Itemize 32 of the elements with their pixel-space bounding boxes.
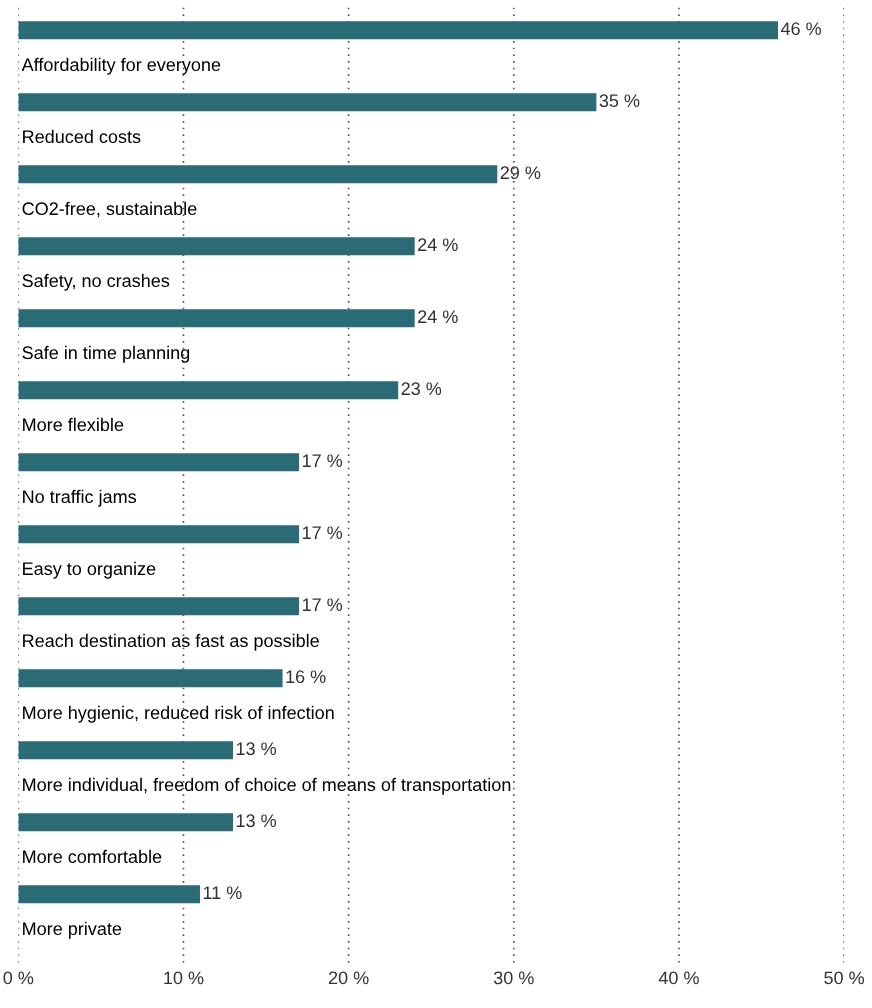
y-tick-label: Easy to organize (23, 561, 156, 579)
x-tick-label: 10 % (164, 971, 204, 985)
data-label: 23 % (401, 382, 442, 396)
data-label: 11 % (203, 886, 242, 900)
y-tick-label: No traffic jams (23, 489, 137, 507)
x-tick-label: 50 % (824, 971, 865, 985)
y-tick-label: Safety, no crashes (22, 273, 170, 291)
data-label: 16 % (286, 670, 326, 684)
x-tick-label: 40 % (658, 971, 699, 985)
y-tick-label: Reduced costs (23, 129, 141, 144)
data-label: 35 % (599, 94, 640, 108)
y-tick-label: More private (23, 921, 122, 939)
y-tick-label: More flexible (23, 417, 124, 432)
data-label: 46 % (780, 22, 822, 36)
y-tick-label: Reach destination as fast as possible (23, 633, 319, 651)
data-label: 24 % (418, 310, 458, 324)
data-label: 29 % (500, 166, 541, 180)
x-tick-label: 30 % (493, 971, 534, 985)
y-tick-label: Safe in time planning (22, 345, 190, 363)
y-tick-label: More hygienic, reduced risk of infection (23, 705, 334, 723)
data-label: 24 % (418, 238, 458, 252)
data-label: 17 % (302, 454, 343, 468)
data-label: 13 % (236, 814, 276, 828)
x-tick-label: 0 % (3, 971, 34, 985)
x-tick-label: 20 % (328, 971, 369, 985)
y-tick-label: More individual, freedom of choice of means of transportation (23, 777, 511, 795)
data-label: 13 % (236, 742, 276, 756)
y-tick-label: Affordability for everyone (21, 57, 221, 75)
y-tick-label: CO2-free, sustainable (22, 201, 197, 218)
data-label: 17 % (302, 526, 343, 540)
y-tick-label: More comfortable (23, 849, 162, 864)
data-label: 17 % (302, 598, 343, 612)
